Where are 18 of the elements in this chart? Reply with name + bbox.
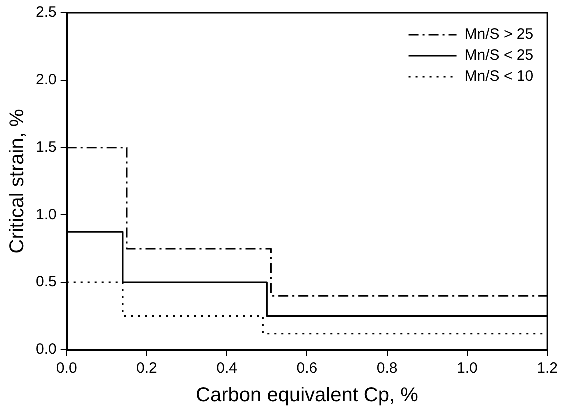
- legend-label: Mn/S < 25: [464, 47, 534, 64]
- x-tick-label: 0.0: [56, 360, 78, 378]
- x-tick-label: 1.2: [537, 360, 558, 378]
- x-tick-label: 0.4: [216, 360, 238, 378]
- y-tick-label: 0.0: [36, 341, 57, 358]
- y-tick-label: 1.5: [36, 138, 57, 156]
- legend-label: Mn/S < 10: [464, 68, 534, 86]
- legend-label: Mn/S > 25: [464, 26, 534, 44]
- y-tick-label: 0.5: [36, 274, 57, 291]
- y-tick-label: 2.5: [36, 4, 57, 22]
- x-tick-label: 0.8: [376, 360, 398, 378]
- x-tick-label: 1.0: [457, 360, 478, 378]
- x-tick-label: 0.6: [296, 360, 318, 378]
- y-axis-title: Critical strain, %: [6, 109, 29, 254]
- x-tick-label: 0.2: [136, 360, 158, 378]
- x-axis-title: Carbon equivalent Cp, %: [196, 384, 419, 407]
- y-tick-label: 2.0: [36, 72, 57, 89]
- y-tick-label: 1.0: [36, 206, 57, 224]
